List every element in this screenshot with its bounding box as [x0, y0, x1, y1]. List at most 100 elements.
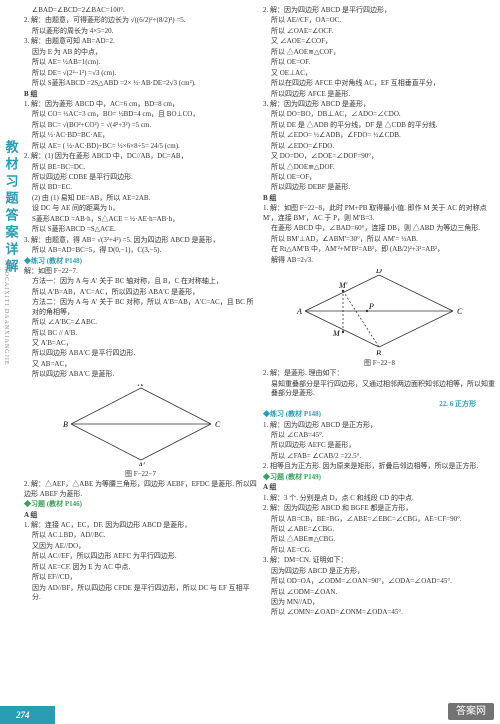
text-line: 所以 BD=EC.: [24, 183, 257, 192]
text-line: 所以 AE= ( ½·AC·BD)÷BC= ½×6×8÷5= 24/5 (cm)…: [24, 142, 257, 151]
group-a-label: A 组: [263, 483, 496, 492]
text-line: (2) 由 (1) 易知 DE=AB，所以 AE=2AB.: [24, 194, 257, 203]
sidebar: 教材习题答案详解 JIAOCAIXITI DAANXIANGJIE: [0, 0, 22, 690]
svg-text:B: B: [63, 420, 68, 429]
left-column: ∠BAD=∠BCD=2∠BAC=100°. 2. 解：由题意，可得菱形的边长为 …: [24, 6, 257, 619]
text-line: 又因为 AE//DO，: [24, 542, 257, 551]
text-line: 解得 AB=2√3.: [263, 256, 496, 265]
text-line: 因为 E 为 AB 的中点，: [24, 48, 257, 57]
text-line: 所以 AB=CB，BE=BG，∠ABE=∠EBC=∠CBG，AE=CF=90°.: [263, 515, 496, 524]
exercise-heading: ◆习题 (教材 P149): [263, 473, 496, 482]
svg-text:A′: A′: [137, 461, 145, 466]
text-line: 方法二：因为 A 与 A′ 关于 BC 对称，所以 A′B=AB，A′C=AC，…: [24, 298, 257, 317]
text-line: 所以 ½·AC·BD=BC·AE，: [24, 131, 257, 140]
text-line: 又 DO=DO，∠DOE=∠DOF=90°，: [263, 152, 496, 161]
rhombus-diagram-1: A B C A′: [61, 384, 221, 466]
group-a-label: A 组: [24, 511, 257, 520]
text-line: 所以 AE=CF. 因为 E 为 AC 中点.: [24, 563, 257, 572]
text-line: 所以 BC // A′B.: [24, 329, 257, 338]
text-line: 所以 ∠EDO= ½∠ADB，∠FDO= ½∠CDB.: [263, 131, 496, 140]
text-line: 所以 ∠FAB= ∠CAB/2 =22.5°.: [263, 452, 496, 461]
section-heading: 22. 6 正方形: [263, 400, 496, 409]
text-line: 所以 AE//CF，OA=OC.: [263, 16, 496, 25]
text-line: 所以四边形 ABA′C 是菱形.: [24, 370, 257, 379]
text-line: 所以 ∠ABE=∠CBG.: [263, 525, 496, 534]
text-line: 因为四边形 ABCD 是正方形，: [263, 567, 496, 576]
text-line: 所以 ∠EDO=∠FDO.: [263, 142, 496, 151]
text-line: 所以 OD=OA，∠ODM=∠OAN=90°，∠ODA=∠OAD=45°.: [263, 577, 496, 586]
page-footer: 274: [0, 706, 500, 724]
right-column: 2. 解：因为四边形 ABCD 是平行四边形， 所以 AE//CF，OA=OC.…: [263, 6, 496, 619]
figure-label: 图 F−22−8: [263, 359, 496, 368]
text-line: 又 OE⊥AC，: [263, 69, 496, 78]
text-line: 1. 解：3 个. 分别是点 D，点 C 和线段 CD 的中点.: [263, 494, 496, 503]
text-line: 所以菱形的周长为 4×5=20.: [24, 27, 257, 36]
sidebar-label: 教材习题答案详解: [2, 140, 20, 276]
text-line: 解：如图 F−22−7.: [24, 267, 257, 276]
svg-text:D: D: [375, 269, 382, 275]
text-line: 2. 解：因为四边形 ABCD 和 BGFE 都是正方形，: [263, 504, 496, 513]
text-line: 1. 解：因为四边形 ABCD 是正方形，: [263, 421, 496, 430]
text-line: 所以 ∠CAB=45°.: [263, 431, 496, 440]
svg-text:B: B: [376, 349, 381, 355]
text-line: 所以 ∠OMN=∠OAD=∠ONM=∠ODA=45°.: [263, 608, 496, 617]
svg-text:M′: M′: [338, 281, 348, 290]
text-line: 所以 △AOE≅△COF，: [263, 48, 496, 57]
text-line: 3. 解：DM=CN. 证明如下：: [263, 556, 496, 565]
text-line: 因为 MN//AD，: [263, 598, 496, 607]
text-line: 3. 解：由题意可知 AB=AD=2.: [24, 37, 257, 46]
text-line: 又 ∠AOE=∠COF，: [263, 37, 496, 46]
page-number: 274: [16, 709, 30, 721]
svg-text:A: A: [296, 307, 302, 316]
text-line: 所以 ∠A′BC=∠ABC.: [24, 318, 257, 327]
text-line: 2. 解：由题意，可得菱形的边长为 √((6/2)²+(8/2)²) =5.: [24, 16, 257, 25]
text-line: 1. 解：连接 AC，EC，DF. 因为四边形 ABCD 是菱形，: [24, 521, 257, 530]
text-line: 所以 AE=CG.: [263, 546, 496, 555]
text-line: 2. 解：是菱形. 理由如下：: [263, 369, 496, 378]
text-line: 2. 解：(1) 因为在菱形 ABCD 中，DC//AB，DC=AB，: [24, 152, 257, 161]
exercise-heading: ◆习题 (教材 P146): [24, 500, 257, 509]
text-line: 方法一：因为 A 与 A′ 关于 BC 轴对称，且 B，C 在对称轴上，: [24, 277, 257, 286]
svg-text:C: C: [457, 307, 463, 316]
text-line: 所以 BC= √(BO²+CO²) = √(4²+3²) =5 cm.: [24, 121, 257, 130]
text-line: 所以 ∠OAE=∠OCF.: [263, 27, 496, 36]
text-line: 所以 AE= ½AB=1(cm).: [24, 58, 257, 67]
text-line: 所以 AC⊥BD，AD//BC.: [24, 531, 257, 540]
text-line: 所以 △ABE≅△CBG.: [263, 535, 496, 544]
text-line: 在菱形 ABCD 中，∠BAD=60°，连接 DB，则 △ABD 为等边三角形.: [263, 224, 496, 233]
text-line: 所以 A′B=AB，A′C=AC，所以四边形 ABA′C 是菱形，: [24, 288, 257, 297]
text-line: 2. 相等且为正方形. 因为原来是矩形，折叠后邻边相等，所以是正方形.: [263, 462, 496, 471]
text-line: 所以 EF//CD，: [24, 573, 257, 582]
text-line: 所以 OE=OF.: [263, 58, 496, 67]
content-columns: ∠BAD=∠BCD=2∠BAC=100°. 2. 解：由题意，可得菱形的边长为 …: [24, 6, 496, 619]
text-line: 所以 DO=BO，DB⊥AC，∠ADO=∠CDO.: [263, 110, 496, 119]
text-line: 所以 AB=AD=BC=5，得 D(0,−1)，C(3,−5).: [24, 246, 257, 255]
text-line: 所以 CO= ½AC=3 cm，BO= ½BD=4 cm，且 BO⊥CO，: [24, 110, 257, 119]
svg-text:M: M: [332, 329, 341, 338]
text-line: 所以 BM′⊥AD，∠ABM′=30°，所以 AM′= ½AB.: [263, 235, 496, 244]
text-line: 1. 解：如图 F−22−8，此时 PM+PB 取得最小值. 即作 M 关于 A…: [263, 204, 496, 223]
text-line: 所以四边形 DEBF 是菱形.: [263, 183, 496, 192]
text-line: 所以四边形 ABA′C 是平行四边形.: [24, 349, 257, 358]
text-line: 所以 △DOE≅△DOF.: [263, 163, 496, 172]
svg-text:P: P: [368, 302, 374, 311]
group-b-label: B 组: [263, 194, 496, 203]
text-line: 又 AB=AC，: [24, 360, 257, 369]
figure-label: 图 F−22−7: [24, 470, 257, 479]
svg-text:A: A: [137, 384, 143, 388]
text-line: 因为 AD//BF，所以四边形 CFDE 是平行四边形，所以 DC 与 EF 互…: [24, 584, 257, 603]
text-line: 又 A′B=AC，: [24, 339, 257, 348]
text-line: 所以四边形 CDBE 是平行四边形.: [24, 173, 257, 182]
text-line: 3. 解：由题意，得 AB= √(3²+4²) =5. 因为四边形 ABCD 是…: [24, 236, 257, 245]
text-line: 所以 S菱形ABCD =S△ACE.: [24, 225, 257, 234]
text-line: 所以 DE= √(2²−1²) =√3 (cm).: [24, 69, 257, 78]
practice-heading: ◆练习 (教材 P148): [24, 257, 257, 266]
text-line: 所以 OE=OF，: [263, 173, 496, 182]
group-b-label: B 组: [24, 90, 257, 99]
svg-text:C: C: [215, 420, 221, 429]
text-line: 所以在四边形 AFCE 中对角线 AC，EF 互相垂直平分，: [263, 79, 496, 88]
text-line: 所以 BE=BC=DC.: [24, 163, 257, 172]
text-line: 设 DC 与 AE 间的距离为 h，: [24, 204, 257, 213]
sidebar-pinyin: JIAOCAIXITI DAANXIANGJIE: [2, 260, 10, 366]
text-line: 2. 解：△AEF，△ABE 为等腰三角形，四边形 AEBF，EFDC 是菱形.…: [24, 480, 257, 499]
